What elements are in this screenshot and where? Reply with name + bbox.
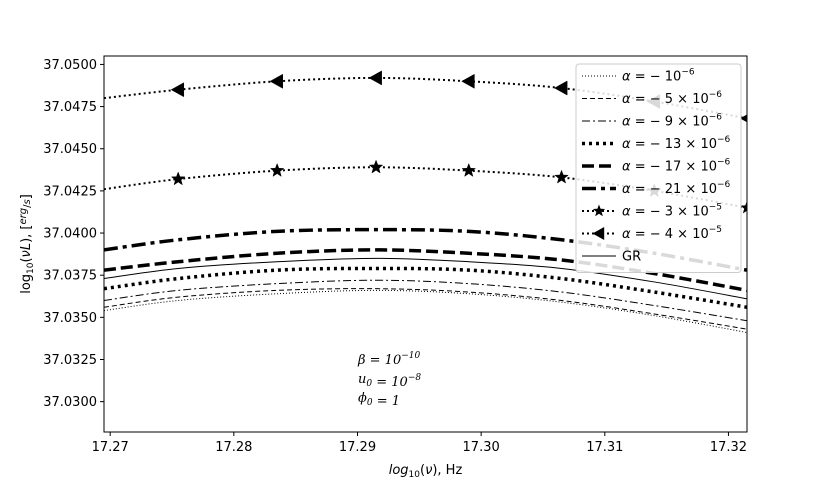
- y-tick-label-5: 37.0425: [43, 184, 97, 199]
- series-marker-6-5: [554, 169, 569, 184]
- y-axis-label: log10(νL), [erg/s]: [18, 194, 36, 294]
- y-tick-label-7: 37.0475: [43, 100, 97, 115]
- series-marker-6-1: [170, 171, 186, 186]
- series-line-2: [104, 279, 747, 322]
- x-tick-label-4: 17.31: [586, 440, 623, 455]
- legend-label-5: α = − 21 × 10−6: [622, 180, 731, 197]
- x-tick-label-5: 17.32: [710, 440, 747, 455]
- annotation-2: ϕ0 = 1: [358, 391, 400, 409]
- series-marker-6-4: [461, 162, 477, 177]
- legend-label-2: α = − 9 × 10−6: [622, 113, 722, 130]
- y-tick-label-3: 37.0375: [43, 269, 97, 284]
- legend-label-3: α = − 13 × 10−6: [622, 135, 731, 152]
- legend-label-6: α = − 3 × 10−5: [622, 203, 722, 220]
- series-line-7: [104, 76, 747, 120]
- series-marker-7-4: [461, 73, 475, 89]
- legend-label-8: GR: [622, 250, 641, 265]
- series-line-0: [104, 289, 747, 334]
- y-tick-label-8: 37.0500: [43, 58, 97, 73]
- y-tick-label-0: 37.0300: [43, 395, 97, 410]
- legend: α = − 10−6 α = − 5 × 10−6 α = − 9 × 10−6 α …: [575, 63, 742, 273]
- series-line-8: [104, 257, 747, 300]
- legend-marker-7: [592, 227, 605, 240]
- series-marker-6-2: [269, 162, 285, 177]
- series-line-6: [104, 166, 747, 209]
- x-axis-label: log10(ν), Hz: [389, 463, 463, 480]
- x-tick-label-3: 17.30: [463, 440, 500, 455]
- legend-marker-6: [592, 204, 606, 217]
- x-tick-label-2: 17.29: [339, 440, 376, 455]
- series-marker-7-1: [170, 82, 185, 98]
- x-tick-label-0: 17.27: [92, 440, 129, 455]
- y-tick-label-2: 37.0350: [43, 311, 97, 326]
- legend-label-4: α = − 17 × 10−6: [622, 158, 731, 175]
- legend-label-7: α = − 4 × 10−5: [622, 225, 722, 242]
- plot-frame: [103, 55, 748, 433]
- legend-label-0: α = − 10−6: [622, 68, 695, 85]
- series-line-1: [104, 288, 747, 330]
- y-tick-label-4: 37.0400: [43, 227, 97, 242]
- series-marker-7-2: [269, 73, 283, 89]
- series-marker-6-3: [368, 159, 384, 174]
- series-marker-7-edge: [740, 114, 747, 123]
- y-tick-label-6: 37.0450: [43, 142, 97, 157]
- series-line-3: [104, 266, 747, 309]
- series-marker-7-5: [554, 80, 568, 96]
- y-tick-label-1: 37.0325: [43, 353, 97, 368]
- legend-box: [575, 63, 742, 273]
- legend-label-1: α = − 5 × 10−6: [622, 90, 722, 107]
- annotation-1: u0 = 10−8: [358, 372, 421, 390]
- annotation-0: β = 10−10: [357, 351, 420, 368]
- series-marker-7-3: [368, 70, 382, 86]
- x-tick-label-1: 17.28: [215, 440, 252, 455]
- series-marker-6-edge: [740, 200, 747, 214]
